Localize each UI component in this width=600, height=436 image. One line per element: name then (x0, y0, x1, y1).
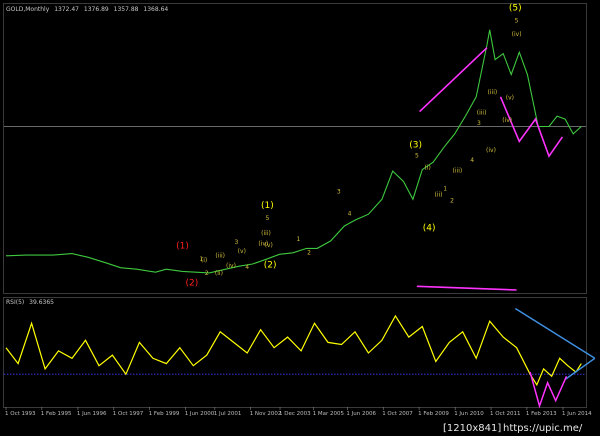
wave-label: 3 (477, 120, 481, 127)
x-tick-label: 1 Mar 2005 (313, 411, 345, 417)
wave-label: (v) (265, 242, 273, 249)
price-pane-frame (3, 3, 587, 294)
x-tick-label: 1 Nov 2002 (250, 411, 282, 417)
ohlc-high: 1376.89 (84, 6, 109, 13)
wave-label: (iii) (261, 230, 271, 237)
wave-label: (v) (238, 248, 246, 255)
rsi-series-line[interactable] (5, 314, 582, 387)
wave-label: 3 (337, 188, 341, 195)
magenta-trendline-3[interactable] (499, 96, 564, 158)
rsi-blue-trendline-1[interactable] (514, 307, 596, 359)
x-tick-label: 1 Jun 2014 (562, 411, 592, 417)
wave-label: (4) (423, 224, 436, 234)
wave-label: (1) (176, 241, 189, 251)
wave-label: (iv) (486, 147, 496, 154)
x-tick-label: 1 Jun 2006 (346, 411, 376, 417)
x-tick-label: 1 Oct 1997 (113, 411, 144, 417)
wave-label: 1 (443, 185, 447, 192)
x-tick-label: 1 Oct 1993 (5, 411, 36, 417)
wave-label: (iii) (477, 110, 487, 117)
wave-label: 1 (296, 236, 300, 243)
rsi-header: RSI(5) 39.6365 (6, 299, 54, 306)
wave-label: (2) (186, 279, 199, 289)
watermark-background (440, 420, 600, 436)
wave-label: 5 (265, 215, 269, 222)
x-axis: 1 Oct 1993 1 Feb 1995 1 Jun 1996 1 Oct 1997… (5, 407, 592, 417)
rsi-trendlines[interactable] (514, 307, 596, 409)
wave-labels: (1)(2)1(i)2 (ii)(iii)3(iv)(v)45(1)(iii)(i… (176, 4, 522, 289)
x-tick-label: 1 Feb 1999 (149, 411, 180, 417)
wave-label: 3 (234, 239, 238, 246)
x-tick-label: 1 Feb 2009 (418, 411, 449, 417)
wave-label: (i) (201, 257, 207, 264)
wave-label: (iv) (502, 117, 512, 124)
price-series-line[interactable] (5, 29, 582, 274)
x-tick-label: 1 Jun 1996 (77, 411, 107, 417)
wave-label: 4 (348, 211, 352, 218)
wave-label: (1) (261, 201, 274, 211)
wave-label: (iii) (453, 168, 463, 175)
x-tick-label: 1 Jun 2010 (454, 411, 484, 417)
wave-label: 1 (199, 256, 203, 263)
wave-label: (ii) (434, 191, 442, 198)
x-tick-label: 1 Oct 2011 (490, 411, 521, 417)
wave-label: (3) (409, 140, 422, 150)
wave-label: 5 (515, 17, 519, 24)
rsi-magenta-trendline-3[interactable] (529, 371, 568, 409)
x-tick-label: 1 Dec 2003 (279, 411, 311, 417)
rsi-name: RSI(5) (6, 299, 24, 306)
x-tick-label: 1 Jun 2000 (185, 411, 215, 417)
wave-label: 4 (245, 264, 249, 271)
wave-label: 2 (450, 197, 454, 204)
wave-label: (i) (425, 165, 431, 172)
watermark: [1210x841] https://upic.me/ (440, 420, 600, 436)
rsi-blue-trendline-2[interactable] (564, 357, 596, 381)
x-tick-label: 1 Jul 2001 (214, 411, 242, 417)
ohlc-low: 1357.88 (114, 6, 139, 13)
wave-label: (iii) (488, 89, 498, 96)
wave-label: 2 (307, 249, 311, 256)
wave-label: (iv) (258, 240, 268, 247)
x-tick-label: 1 Oct 2007 (382, 411, 413, 417)
wave-label: (iv) (226, 263, 236, 270)
price-symbol: GOLD,Monthly (6, 6, 50, 13)
wave-label: (v) (506, 95, 514, 102)
wave-label: (iv) (512, 31, 522, 38)
price-pane[interactable]: GOLD,Monthly 1372.47 1376.89 1357.88 136… (3, 3, 587, 294)
wave-label: (iii) (215, 252, 225, 259)
watermark-size: [1210x841] (443, 423, 501, 434)
magenta-trendline-2[interactable] (416, 285, 517, 291)
x-tick-label: 1 Feb 1995 (41, 411, 72, 417)
wave-label: 5 (415, 153, 419, 160)
wave-label: 4 (470, 157, 474, 164)
wave-label: (ii) (215, 270, 223, 277)
watermark-link[interactable]: https://upic.me/ (503, 423, 583, 434)
rsi-pane[interactable]: RSI(5) 39.6365 (3, 297, 596, 409)
x-tick-label: 1 Feb 2013 (526, 411, 557, 417)
wave-label: 2 (205, 270, 209, 277)
ohlc-close: 1368.64 (143, 6, 168, 13)
wave-label: (2) (264, 261, 277, 271)
rsi-value: 39.6365 (29, 299, 54, 306)
magenta-trendline-1[interactable] (419, 47, 488, 113)
ohlc-open: 1372.47 (54, 6, 79, 13)
price-header: GOLD,Monthly 1372.47 1376.89 1357.88 136… (6, 6, 168, 13)
wave-label: (5) (509, 4, 522, 14)
magenta-annotations-price[interactable] (416, 47, 564, 291)
